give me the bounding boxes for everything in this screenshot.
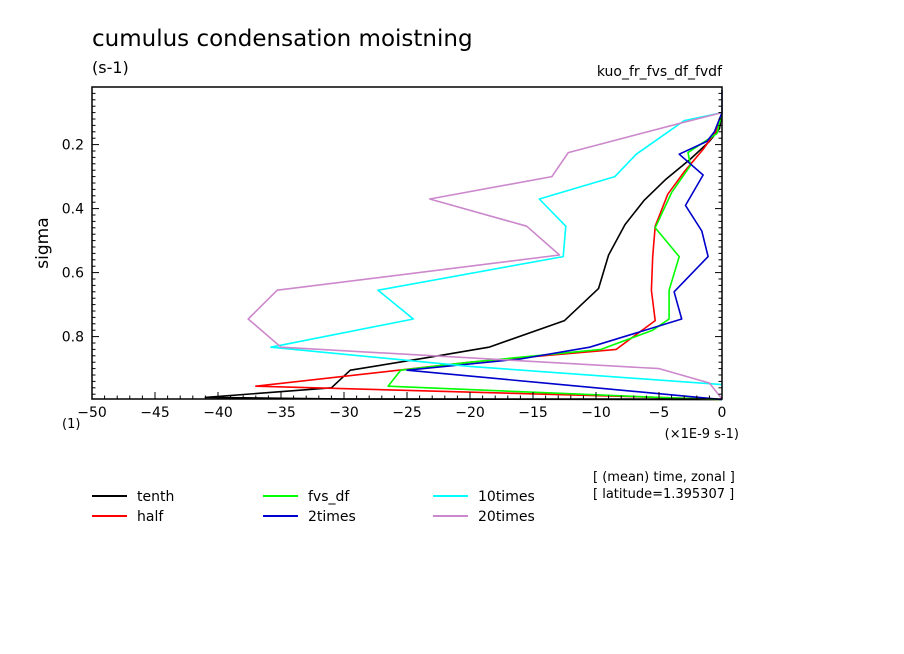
plot-frame [91,86,723,400]
chart-title: cumulus condensation moistning [92,26,473,52]
x-tick-label: −35 [266,405,296,421]
series-layer [204,90,723,401]
corner-label: (1) [62,417,80,432]
experiment-label: kuo_fr_fvs_df_fvdf [597,64,723,80]
series-line-20times [247,90,723,400]
legend-label-half: half [137,509,164,525]
info-line-time: [ (mean) time, zonal ] [593,470,735,485]
x-tick-label: −25 [392,405,422,421]
x-tick-label: −45 [140,405,170,421]
series-line-10times [270,90,723,386]
x-tick-label: −20 [455,405,485,421]
y-tick-label: 0.4 [62,202,84,218]
y-tick-label: 0.8 [62,330,84,346]
chart-units: (s-1) [92,58,129,77]
x-tick-label: −10 [581,405,611,421]
legend-label-tenth: tenth [137,489,174,505]
ticks-layer: −50 −45 −40 −35 −30 −25 −20 −15 −10 −5 00.20.40.60… [62,86,727,421]
x-tick-label: −50 [77,405,107,421]
y-tick-label: 0.2 [62,138,84,154]
x-axis-units-label: (×1E-9 s-1) [665,427,739,442]
x-tick-label: −15 [518,405,548,421]
legend-label-10times: 10times [478,489,535,505]
legend-label-20times: 20times [478,509,535,525]
x-tick-label: −30 [329,405,359,421]
series-line-tenth [204,90,723,401]
x-tick-label: −40 [203,405,233,421]
x-tick-label: −5 [649,405,670,421]
legend-label-fvs_df: fvs_df [308,489,350,505]
series-line-2times [406,90,723,401]
x-tick-label: 0 [718,405,727,421]
y-axis-label: sigma [33,217,53,268]
y-tick-label: 0.6 [62,266,84,282]
legend: tenth half fvs_df 2times 10times 20times [92,489,535,525]
info-line-latitude: [ latitude=1.395307 ] [593,487,734,502]
legend-label-2times: 2times [308,509,356,525]
